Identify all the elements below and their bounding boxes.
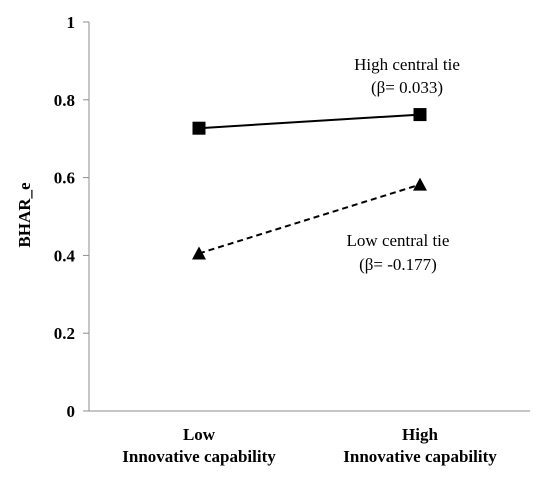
- y-tick-label: 0.4: [54, 246, 76, 265]
- annotations: High central tie (β= 0.033) Low central ti…: [347, 55, 460, 274]
- x-category-labels: Low Innovative capability High Innovative c…: [122, 425, 497, 466]
- x-category-sublabel: Innovative capability: [343, 447, 497, 466]
- axes: [88, 22, 530, 412]
- y-ticks: 0 0.2 0.4 0.6 0.8 1: [54, 13, 89, 421]
- y-tick-label: 0.8: [54, 91, 75, 110]
- x-category-label: High: [402, 425, 438, 444]
- series-line-high: [198, 113, 421, 130]
- series-group: [192, 108, 427, 260]
- y-axis-label: BHAR_e: [15, 182, 34, 248]
- triangle-marker: [192, 246, 206, 260]
- series-annotation-beta: (β= -0.177): [359, 255, 437, 274]
- series-line-low: [198, 183, 421, 255]
- y-tick-label: 0.6: [54, 169, 75, 188]
- series-annotation-title: Low central tie: [347, 231, 450, 250]
- x-category-sublabel: Innovative capability: [122, 447, 276, 466]
- y-tick-label: 1: [67, 13, 76, 32]
- square-marker: [192, 121, 206, 135]
- square-marker: [413, 108, 427, 122]
- y-tick-label: 0.2: [54, 324, 75, 343]
- x-category-label: Low: [183, 425, 216, 444]
- series-annotation-beta: (β= 0.033): [371, 78, 443, 97]
- triangle-marker: [413, 177, 427, 191]
- series-annotation-title: High central tie: [354, 55, 460, 74]
- y-tick-label: 0: [67, 402, 76, 421]
